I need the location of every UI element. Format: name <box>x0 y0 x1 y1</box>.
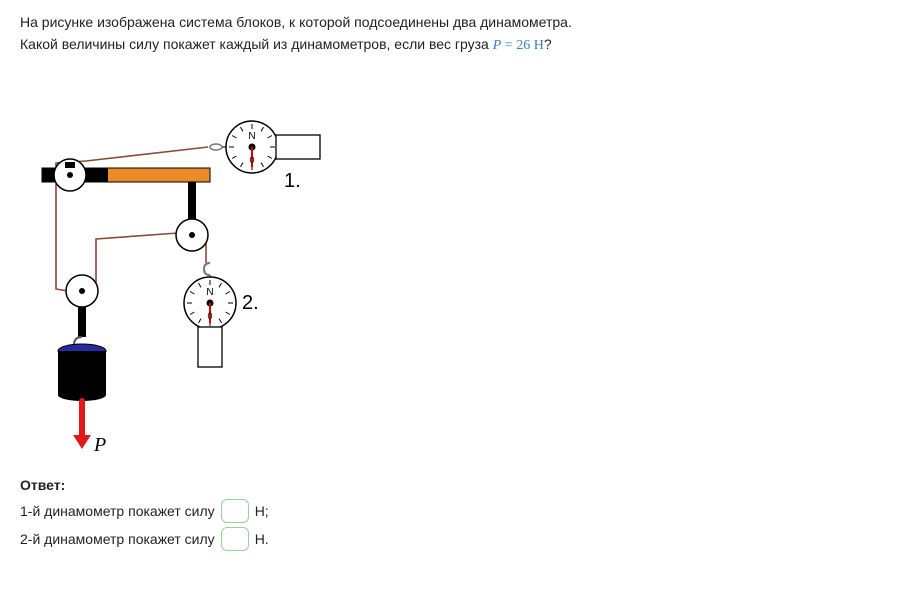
prompt-line2-a: Какой величины силу покажет каждый из ди… <box>20 36 493 52</box>
answer-row2-unit: Н. <box>255 531 269 547</box>
svg-text:2.: 2. <box>242 292 259 314</box>
page-root: На рисунке изображена система блоков, к … <box>0 0 921 551</box>
svg-text:0: 0 <box>207 311 212 321</box>
answer-block: Ответ: 1-й динамометр покажет силу Н; 2-… <box>20 477 901 551</box>
svg-text:0: 0 <box>249 155 254 165</box>
prompt-unit: Н <box>530 38 544 53</box>
answer-row-2: 2-й динамометр покажет силу Н. <box>20 527 901 551</box>
answer-input-2[interactable] <box>221 527 249 551</box>
answer-row-1: 1-й динамометр покажет силу Н; <box>20 499 901 523</box>
prompt-eq: = <box>501 38 516 53</box>
answer-row2-label: 2-й динамометр покажет силу <box>20 531 215 547</box>
problem-statement: На рисунке изображена система блоков, к … <box>20 12 901 57</box>
answer-title: Ответ: <box>20 477 901 493</box>
prompt-value: 26 <box>516 38 530 53</box>
prompt-var-P: P <box>493 38 502 53</box>
prompt-line1: На рисунке изображена система блоков, к … <box>20 14 572 30</box>
pulley-diagram: P N 0 N 0 1. 2. <box>20 75 360 455</box>
svg-text:P: P <box>93 434 106 455</box>
svg-text:N: N <box>206 287 213 298</box>
answer-input-1[interactable] <box>221 499 249 523</box>
svg-text:N: N <box>248 131 255 142</box>
svg-text:1.: 1. <box>284 170 301 192</box>
answer-row1-label: 1-й динамометр покажет силу <box>20 503 215 519</box>
prompt-qmark: ? <box>544 36 552 52</box>
answer-row1-unit: Н; <box>255 503 269 519</box>
